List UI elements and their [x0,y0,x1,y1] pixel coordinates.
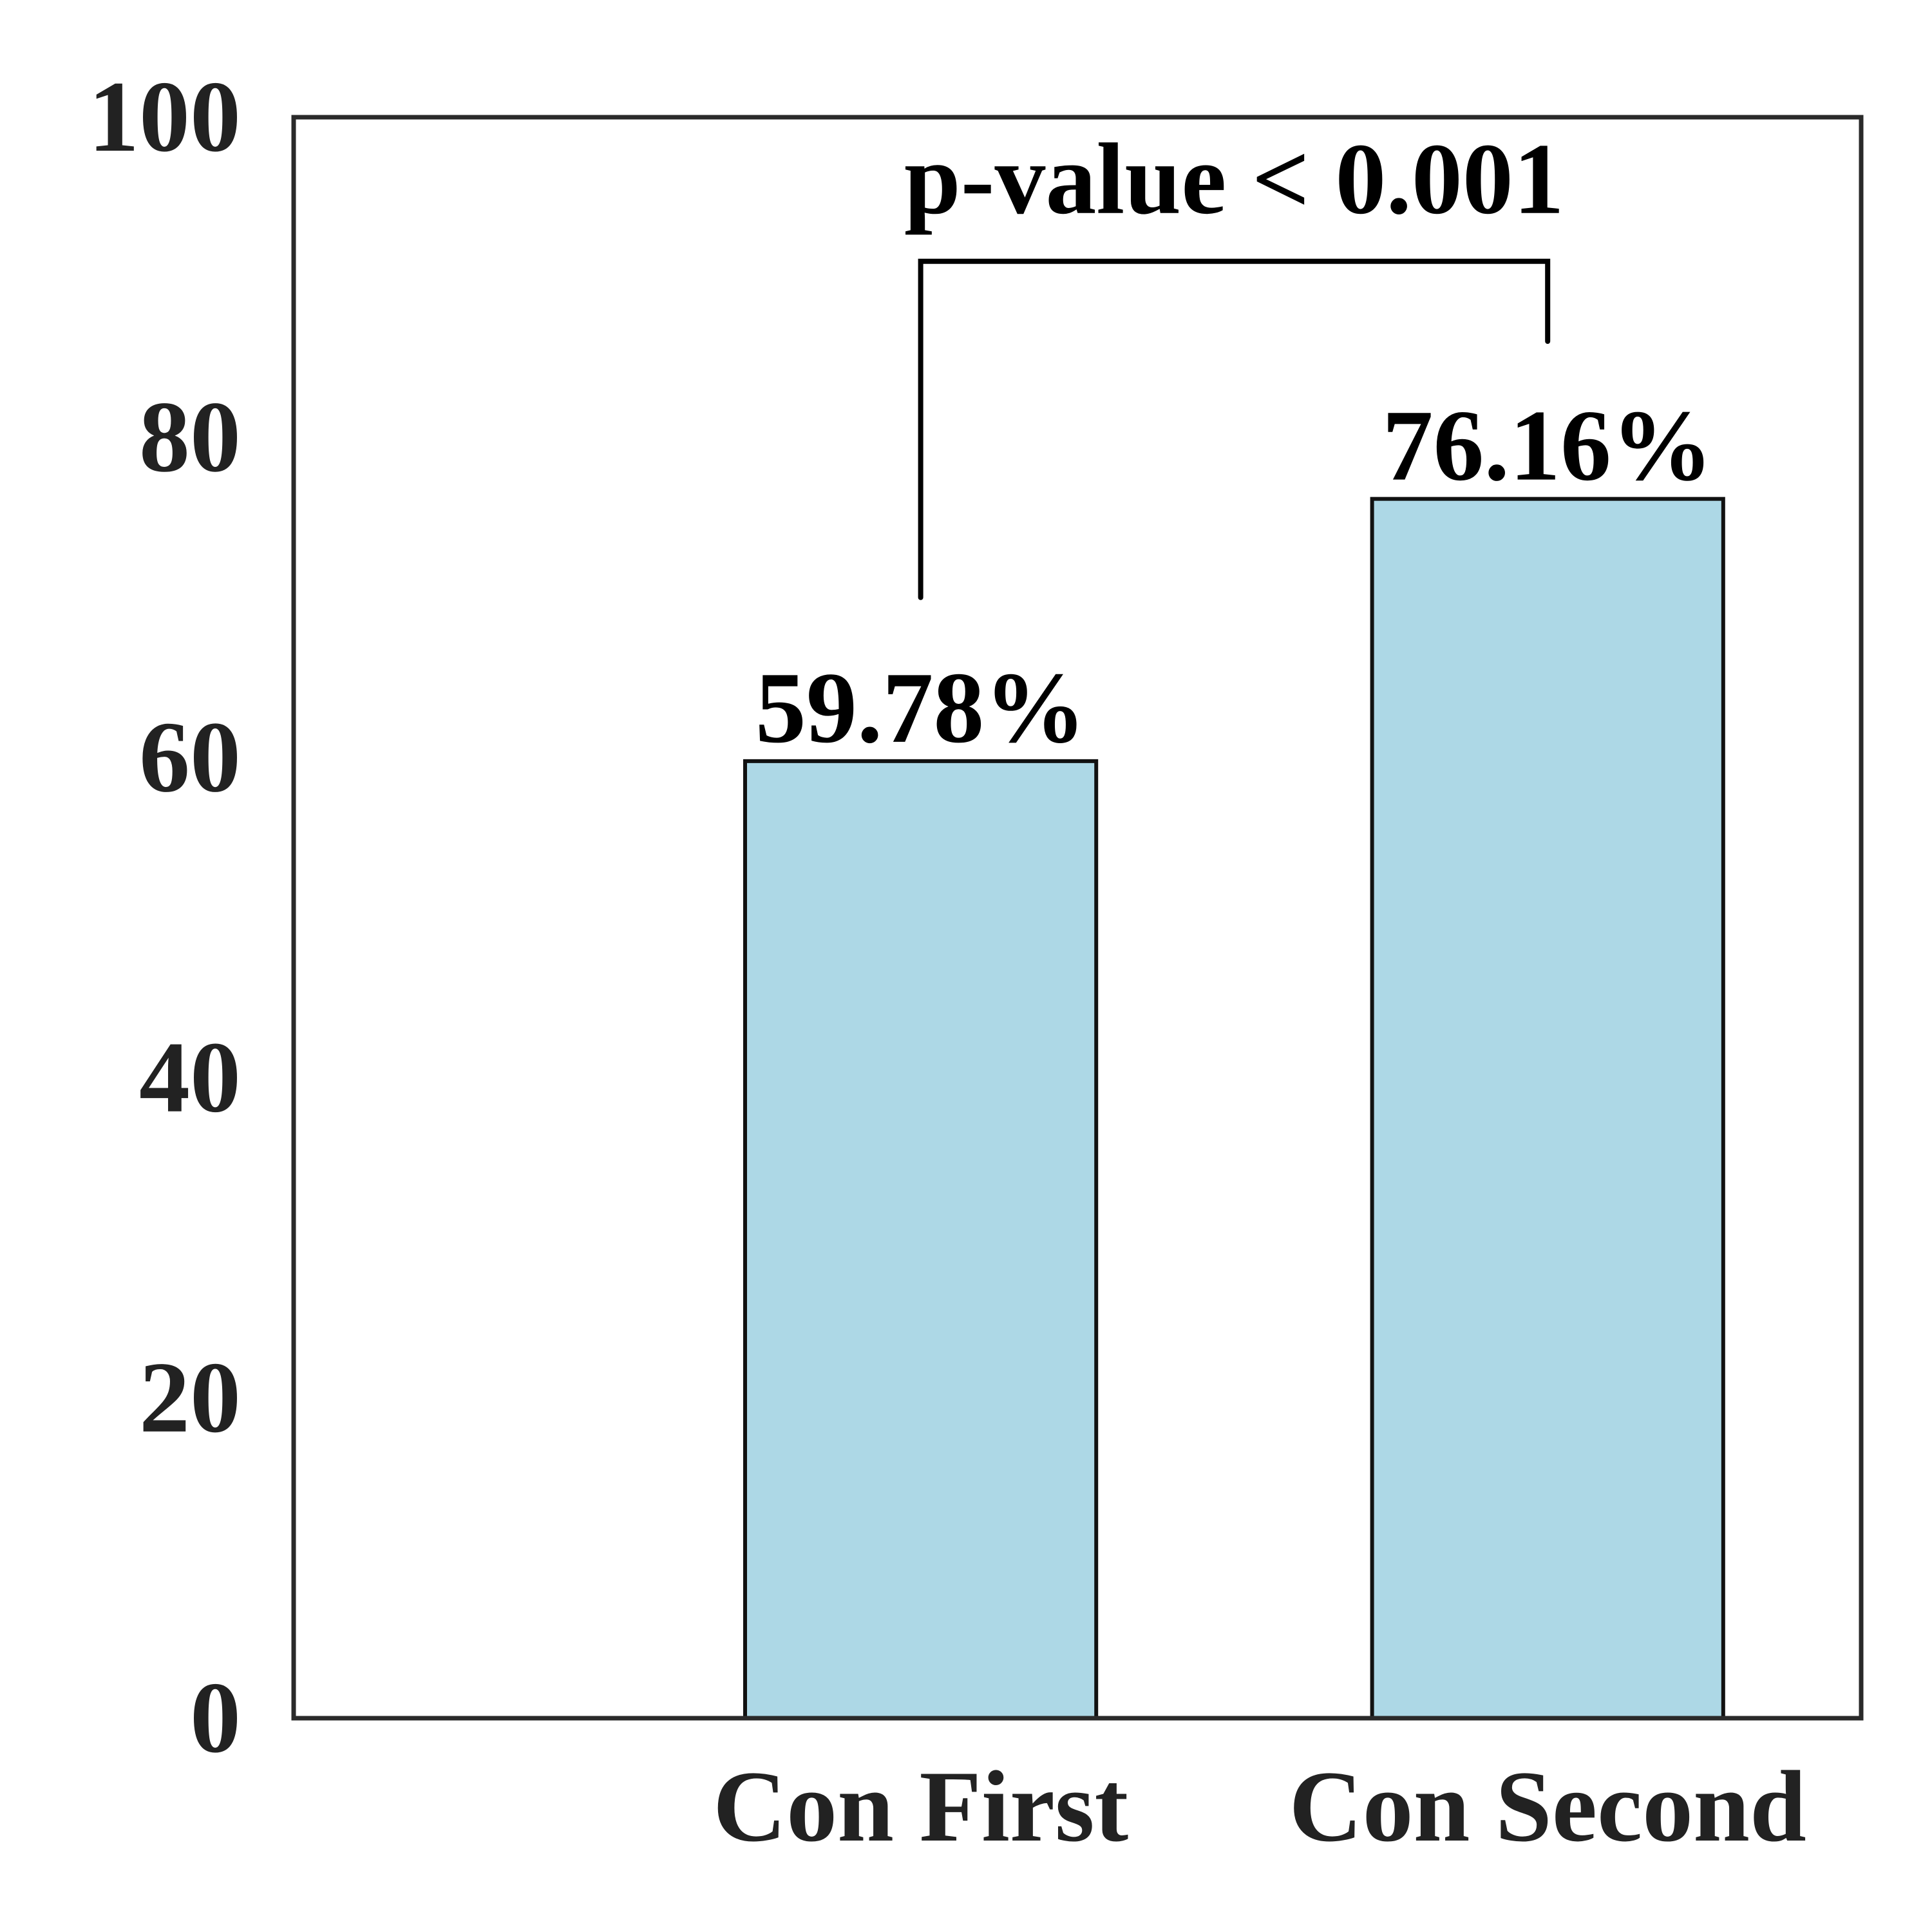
bar-0 [743,759,1099,1720]
significance-annotation: p-value < 0.001 [904,123,1564,600]
bar-value-label-1: 76.16% [1382,390,1713,502]
y-tick-label-2: 40 [139,1021,241,1134]
y-tick-label-3: 60 [139,701,241,813]
y-tick-label-1: 20 [139,1341,241,1454]
plot-frame [291,115,1864,1721]
y-tick-label-0: 0 [190,1662,241,1774]
bars-layer [743,497,1725,1721]
bar-1 [1370,497,1725,1721]
bar-value-labels: 59.78% 76.16% [755,390,1713,764]
y-tick-label-5: 100 [88,61,241,173]
y-tick-label-4: 80 [139,381,241,493]
x-tick-label-0: Con First [713,1750,1128,1863]
bar-value-label-0: 59.78% [755,652,1086,764]
y-axis-tick-labels: 0 20 40 60 80 100 [88,61,241,1774]
x-axis-tick-labels: Con First Con Second [713,1750,1806,1863]
p-value-label: p-value < 0.001 [904,123,1564,236]
x-tick-label-1: Con Second [1289,1750,1806,1863]
significance-bracket [918,258,1551,600]
